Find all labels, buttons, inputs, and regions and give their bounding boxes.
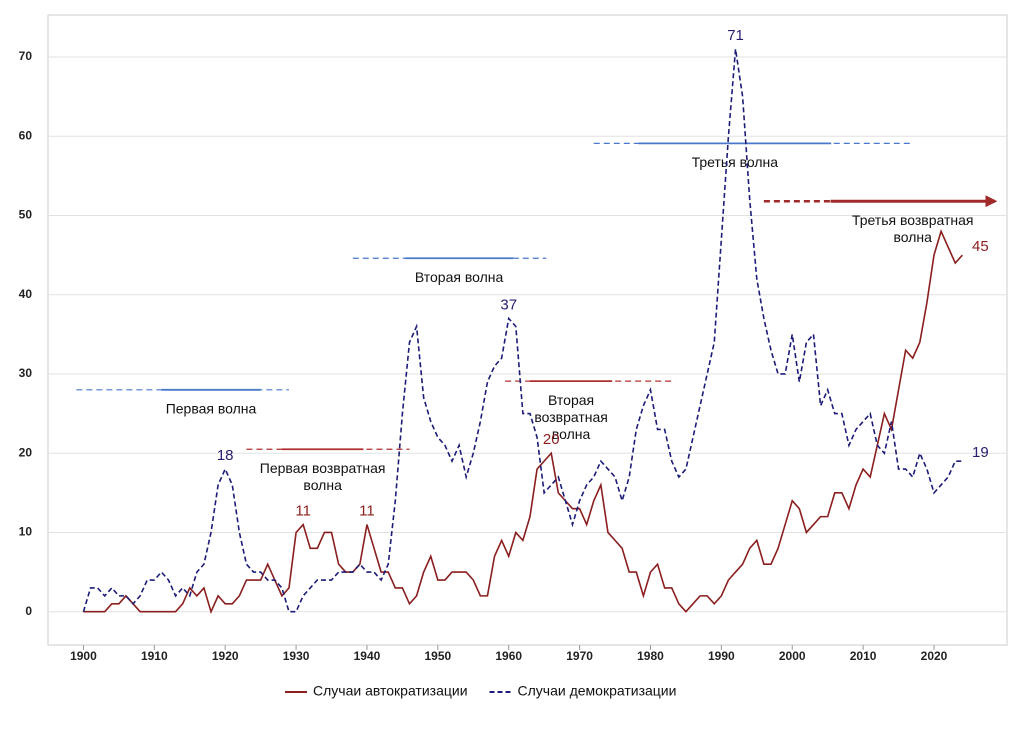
y-tick-label: 0 xyxy=(25,604,32,618)
plot-frame xyxy=(47,14,1008,646)
y-tick-label: 70 xyxy=(19,49,33,63)
wave-label: Вторая волна xyxy=(415,269,504,285)
x-tick-label: 1970 xyxy=(566,649,593,663)
x-tick-label: 2010 xyxy=(850,649,877,663)
data-label: 45 xyxy=(972,238,989,255)
wave-label: Третья волна xyxy=(692,154,779,170)
wave-label: Первая волна xyxy=(166,401,257,417)
data-label: 11 xyxy=(295,503,311,520)
wave-label: волна xyxy=(303,477,342,493)
wave-label: Третья возвратная xyxy=(852,212,974,228)
x-tick-label: 1920 xyxy=(212,649,239,663)
y-tick-label: 20 xyxy=(19,445,33,459)
x-tick-label: 1950 xyxy=(424,649,451,663)
wave-label: возвратная xyxy=(534,409,608,425)
x-tick-label: 1910 xyxy=(141,649,168,663)
wave-label: волна xyxy=(894,229,933,245)
x-tick-label: 1940 xyxy=(354,649,381,663)
x-tick-label: 2000 xyxy=(779,649,806,663)
x-tick-label: 1990 xyxy=(708,649,735,663)
y-tick-label: 40 xyxy=(19,287,33,301)
data-label: 71 xyxy=(727,27,744,44)
wave-label: Первая возвратная xyxy=(260,460,386,476)
y-tick-label: 30 xyxy=(19,366,33,380)
data-label: 20 xyxy=(543,431,560,448)
data-label: 11 xyxy=(359,503,375,520)
x-tick-label: 1930 xyxy=(283,649,310,663)
series-line xyxy=(83,229,963,615)
series-line xyxy=(82,48,963,613)
x-tick-label: 2020 xyxy=(921,649,948,663)
data-label: 19 xyxy=(972,444,989,461)
legend-label: Случаи демократизации xyxy=(518,683,677,699)
y-tick-label: 10 xyxy=(19,525,33,539)
wave-label: Вторая xyxy=(548,392,594,408)
x-tick-label: 1980 xyxy=(637,649,664,663)
x-tick-label: 1960 xyxy=(495,649,522,663)
x-tick-label: 1900 xyxy=(70,649,97,663)
wave-label: волна xyxy=(552,426,591,442)
y-tick-label: 50 xyxy=(19,208,33,222)
y-tick-label: 60 xyxy=(19,128,33,142)
data-label: 18 xyxy=(217,447,234,464)
legend-label: Случаи автократизации xyxy=(313,683,468,699)
data-label: 37 xyxy=(500,296,517,313)
